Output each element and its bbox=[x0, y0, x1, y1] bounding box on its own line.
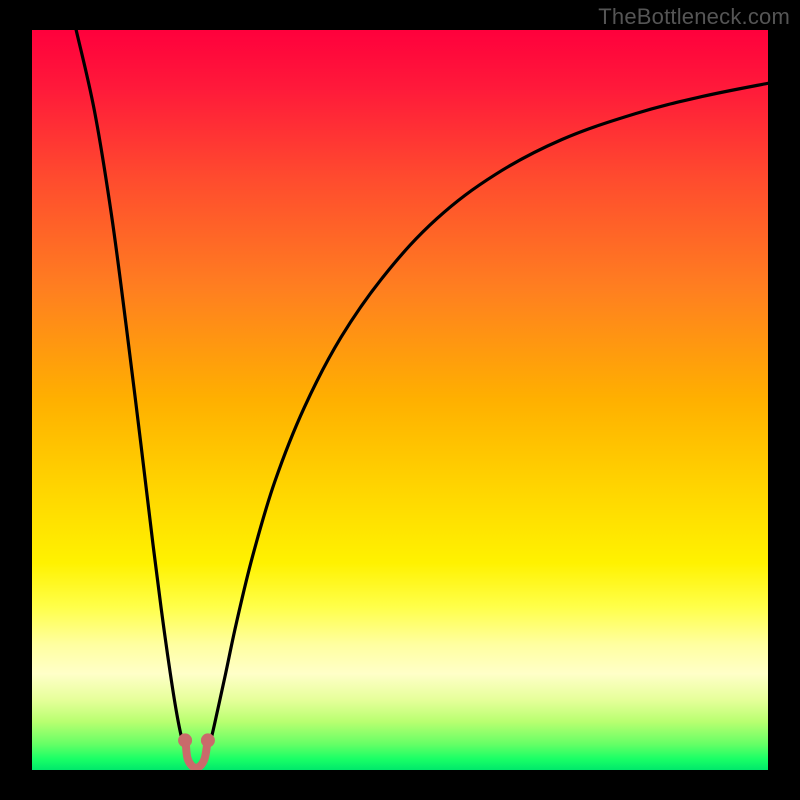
plot-area bbox=[32, 30, 768, 770]
trough-end-dot-1 bbox=[178, 733, 192, 747]
curve-left-branch bbox=[76, 30, 186, 750]
curve-overlay bbox=[32, 30, 768, 770]
trough-u-marker bbox=[186, 744, 207, 768]
watermark-text: TheBottleneck.com bbox=[598, 4, 790, 30]
trough-end-dot-2 bbox=[201, 733, 215, 747]
curve-right-branch bbox=[207, 83, 768, 750]
chart-container: TheBottleneck.com bbox=[0, 0, 800, 800]
